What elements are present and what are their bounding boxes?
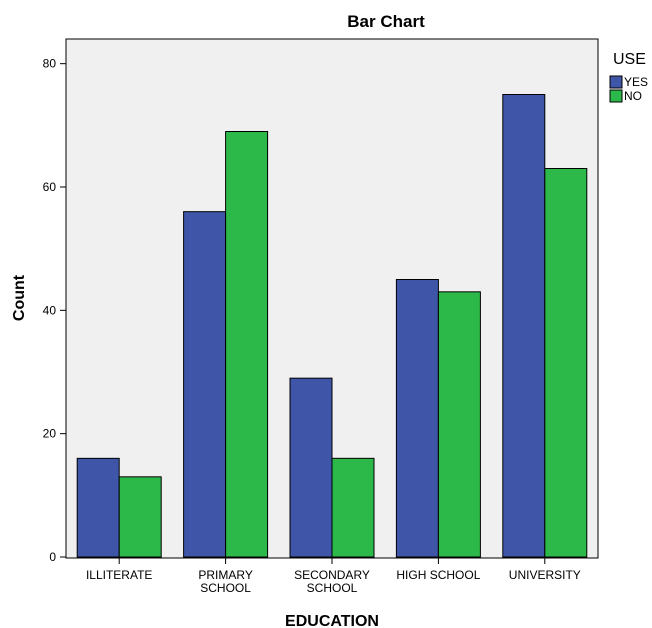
bar-no-2 <box>331 457 375 558</box>
y-tick-label: 60 <box>43 180 57 194</box>
y-tick-label: 0 <box>49 550 56 564</box>
legend-label-yes: YES <box>624 75 648 89</box>
x-tick-label-line: SCHOOL <box>307 581 358 595</box>
x-tick-label-line: HIGH SCHOOL <box>396 568 480 582</box>
bars-group <box>76 94 588 558</box>
bar-yes-4 <box>502 94 546 558</box>
legend-swatch-yes <box>609 75 623 89</box>
bar-yes-0 <box>76 457 120 558</box>
bar-yes-1 <box>183 211 227 558</box>
bar-yes-2 <box>289 377 333 558</box>
bar-no-1 <box>225 131 269 558</box>
x-tick-label-line: PRIMARY <box>198 568 252 582</box>
bar-no-3 <box>437 291 481 558</box>
x-tick-label-line: ILLITERATE <box>86 568 152 582</box>
legend-label-no: NO <box>624 89 642 103</box>
x-tick-label: PRIMARY SCHOOL <box>198 568 252 595</box>
chart-title: Bar Chart <box>347 12 425 31</box>
x-tick-label: UNIVERSITY <box>509 568 581 582</box>
x-tick-label-line: UNIVERSITY <box>509 568 581 582</box>
x-tick-label: SECONDARY SCHOOL <box>294 568 370 595</box>
x-tick-label-line: SCHOOL <box>200 581 251 595</box>
x-tick-label-line: SECONDARY <box>294 568 370 582</box>
bar-no-0 <box>118 476 162 558</box>
legend-title: USE <box>613 51 646 68</box>
y-tick-label: 80 <box>43 57 57 71</box>
bar-no-4 <box>544 168 588 558</box>
legend-swatch-no <box>609 89 623 103</box>
y-tick-label: 40 <box>43 303 57 317</box>
y-tick-label: 20 <box>43 427 57 441</box>
y-axis-title: Count <box>11 274 28 321</box>
x-tick-label: HIGH SCHOOL <box>396 568 480 582</box>
x-tick-label: ILLITERATE <box>86 568 152 582</box>
y-axis: 0 20 40 60 80 <box>43 57 66 564</box>
x-axis-title: EDUCATION <box>285 613 379 628</box>
bar-yes-3 <box>395 279 439 558</box>
